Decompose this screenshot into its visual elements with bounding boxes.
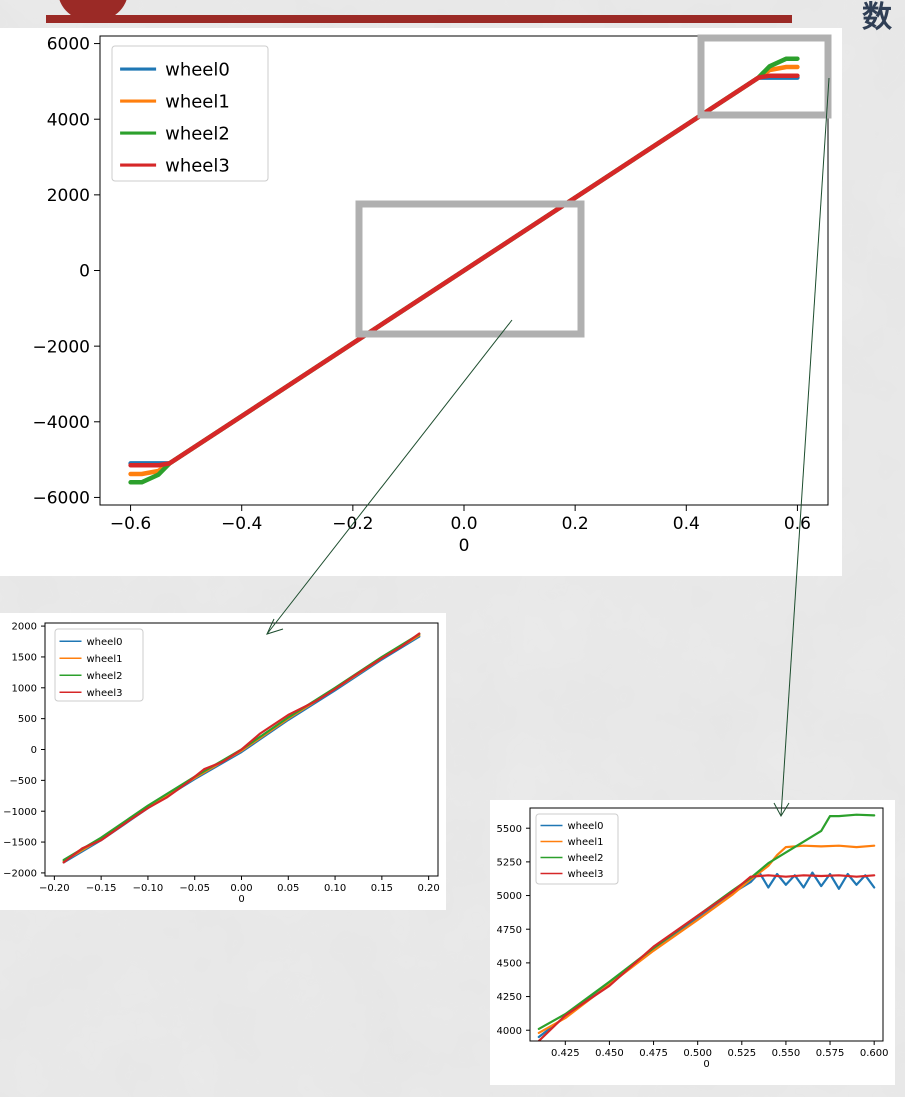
main-ytick-label: −4000 xyxy=(32,413,90,433)
zoom-center-legend-label-wheel0: wheel0 xyxy=(87,637,123,648)
zoom-tail-series-group xyxy=(537,813,876,1041)
main-ytick-label: 4000 xyxy=(47,110,90,130)
main-legend: wheel0 wheel1 wheel2 wheel3 xyxy=(111,45,269,182)
zoom-tail-xtick-label: 0.600 xyxy=(860,1048,889,1059)
zoom-tail-axes-frame xyxy=(529,807,884,1042)
zoom-center-legend-box xyxy=(54,628,144,702)
zoom-tail-xtick-label: 0.425 xyxy=(551,1048,580,1059)
main-x-axis-label: 0 xyxy=(459,536,470,556)
main-legend-label-wheel2: wheel2 xyxy=(165,124,230,145)
zoom-tail-legend: wheel0 wheel1 wheel2 wheel3 xyxy=(535,813,619,885)
zoom-center-ytick-label: 1000 xyxy=(12,683,37,694)
zoom-tail-xtick-label: 0.450 xyxy=(595,1048,624,1059)
zoom-center-legend-label-wheel3: wheel3 xyxy=(87,688,123,699)
page-header-text: 数 xyxy=(862,0,893,35)
zoom-tail-series-wheel3 xyxy=(537,874,876,1041)
zoom-center-xtick-label: −0.15 xyxy=(86,883,117,894)
zoom-center-xtick-label: −0.05 xyxy=(179,883,210,894)
zoom-tail-ytick-label: 4250 xyxy=(497,992,522,1003)
main-xtick-label: −0.4 xyxy=(221,514,262,534)
zoom-center-xtick-label: 0.00 xyxy=(230,883,252,894)
main-series-group xyxy=(128,56,800,485)
main-ytick-label: −2000 xyxy=(32,337,90,357)
main-ytick-label: 2000 xyxy=(47,186,90,206)
zoom-tail-legend-label-wheel3: wheel3 xyxy=(568,869,604,880)
header-accent-bar xyxy=(46,15,792,23)
zoom-center-chart: −0.20 −0.15 −0.10 −0.05 0.00 0.05 0.10 0.15 0.20… xyxy=(3,622,440,905)
main-series-wheel3 xyxy=(128,73,800,468)
zoom-center-ytick-label: −500 xyxy=(10,776,37,787)
zoom-center-ytick-label: 0 xyxy=(31,745,37,756)
zoom-tail-ytick-label: 5000 xyxy=(497,891,522,902)
zoom-tail-series-wheel0 xyxy=(537,871,876,1039)
zoom-center-ytick-label: −1000 xyxy=(3,807,37,818)
zoom-center-series-group xyxy=(62,632,421,864)
main-ytick-label: −6000 xyxy=(32,489,90,509)
zoom-center-x-axis-label: 0 xyxy=(238,894,244,905)
zoom-tail-xtick-label: 0.475 xyxy=(639,1048,668,1059)
zoom-center-legend-label-wheel2: wheel2 xyxy=(87,671,123,682)
zoom-center-legend: wheel0 wheel1 wheel2 wheel3 xyxy=(54,628,144,702)
connector-arrow-tail xyxy=(780,77,830,817)
main-legend-label-wheel0: wheel0 xyxy=(165,60,230,81)
main-xtick-label: 0.6 xyxy=(784,514,811,534)
main-xtick-label: 0.4 xyxy=(673,514,700,534)
connector-arrow-center xyxy=(266,319,513,635)
zoom-highlight-box-tail xyxy=(697,34,832,119)
zoom-center-xtick-label: 0.10 xyxy=(324,883,346,894)
zoom-tail-xtick-label: 0.550 xyxy=(772,1048,801,1059)
zoom-tail-xtick-label: 0.525 xyxy=(727,1048,756,1059)
main-xtick-label: −0.6 xyxy=(110,514,151,534)
zoom-highlight-box-center xyxy=(355,200,585,338)
zoom-tail-ytick-label: 4750 xyxy=(497,925,522,936)
main-xtick-label: 0.2 xyxy=(562,514,589,534)
zoom-tail-ytick-label: 5500 xyxy=(497,824,522,835)
zoom-tail-legend-box xyxy=(535,813,619,885)
main-xtick-label: 0.0 xyxy=(450,514,477,534)
zoom-tail-ytick-label: 4000 xyxy=(497,1026,522,1037)
zoom-tail-ytick-label: 4500 xyxy=(497,958,522,969)
zoom-center-xtick-label: −0.20 xyxy=(39,883,70,894)
zoom-center-xtick-label: −0.10 xyxy=(133,883,164,894)
zoom-center-xtick-label: 0.15 xyxy=(371,883,393,894)
zoom-tail-series-wheel2 xyxy=(537,813,876,1031)
zoom-center-xtick-label: 0.20 xyxy=(418,883,440,894)
main-chart: −0.6−0.4−0.20.00.20.40.6−6000−4000−20000… xyxy=(32,35,829,556)
main-legend-label-wheel1: wheel1 xyxy=(165,92,230,113)
main-ytick-label: 0 xyxy=(79,262,90,282)
zoom-tail-legend-label-wheel1: wheel1 xyxy=(568,837,604,848)
zoom-tail-x-axis-label: 0 xyxy=(703,1059,709,1070)
main-legend-label-wheel3: wheel3 xyxy=(165,156,230,177)
zoom-tail-xtick-label: 0.575 xyxy=(816,1048,845,1059)
zoom-tail-xtick-label: 0.500 xyxy=(683,1048,712,1059)
zoom-center-series-wheel3 xyxy=(62,632,421,864)
zoom-center-ytick-label: −1500 xyxy=(3,838,37,849)
connector-arrowhead-center xyxy=(266,618,284,635)
zoom-center-ytick-label: 1500 xyxy=(12,653,37,664)
main-legend-box xyxy=(111,45,269,182)
zoom-center-ytick-label: −2000 xyxy=(3,869,37,880)
zoom-center-ytick-label: 2000 xyxy=(12,622,37,633)
main-ytick-label: 6000 xyxy=(47,35,90,55)
zoom-tail-chart: 0.425 0.450 0.475 0.500 0.525 0.550 0.575 0.600… xyxy=(497,807,889,1070)
zoom-center-legend-label-wheel1: wheel1 xyxy=(87,654,123,665)
connector-arrowhead-tail xyxy=(773,802,790,818)
zoom-center-ytick-label: 500 xyxy=(18,714,37,725)
zoom-center-xtick-label: 0.05 xyxy=(277,883,299,894)
zoom-tail-legend-label-wheel0: wheel0 xyxy=(568,821,604,832)
zoom-tail-legend-label-wheel2: wheel2 xyxy=(568,853,604,864)
zoom-tail-ytick-label: 5250 xyxy=(497,857,522,868)
